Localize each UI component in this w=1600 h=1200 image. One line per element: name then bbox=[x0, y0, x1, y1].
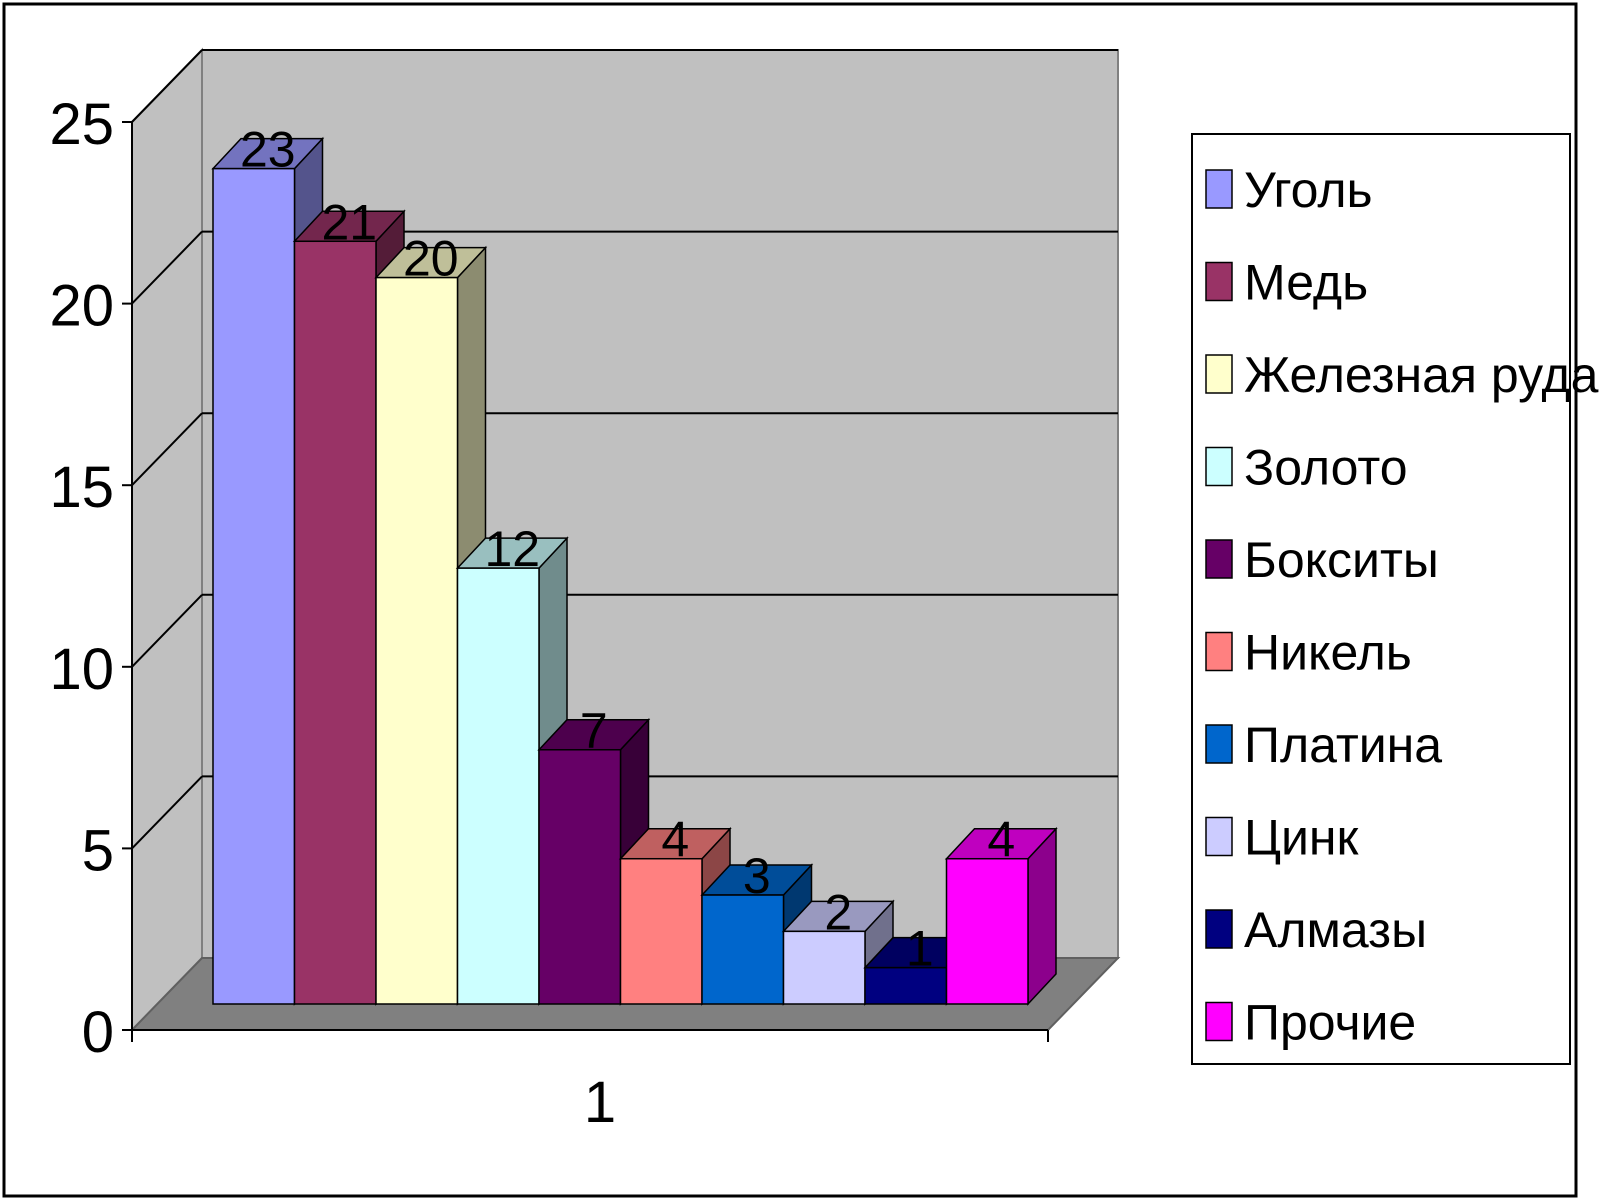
data-label: 21 bbox=[321, 194, 377, 250]
bar-front bbox=[864, 966, 948, 1005]
data-label: 7 bbox=[580, 703, 608, 759]
legend-item: Прочие bbox=[1205, 995, 1416, 1051]
legend-swatch bbox=[1205, 539, 1233, 579]
y-tick-label: 20 bbox=[49, 274, 114, 339]
legend-item: Алмазы bbox=[1205, 902, 1427, 958]
data-label: 23 bbox=[240, 122, 296, 178]
bar-front bbox=[538, 749, 622, 1005]
data-label: 4 bbox=[661, 812, 689, 868]
legend-label: Медь bbox=[1244, 255, 1368, 311]
legend-label: Прочие bbox=[1244, 995, 1416, 1051]
legend-swatch bbox=[1205, 816, 1233, 857]
data-label: 3 bbox=[743, 848, 771, 904]
y-tick-label: 5 bbox=[82, 818, 114, 883]
bar-front bbox=[212, 167, 296, 1005]
y-tick-label: 0 bbox=[82, 1000, 114, 1065]
legend-item: Бокситы bbox=[1205, 532, 1439, 588]
gridline-side bbox=[131, 412, 203, 486]
bar-front bbox=[293, 240, 377, 1005]
y-tick-label: 25 bbox=[49, 92, 114, 157]
data-label: 4 bbox=[987, 812, 1015, 868]
side-wall bbox=[131, 47, 203, 1033]
legend-label: Уголь bbox=[1244, 162, 1373, 218]
legend-item: Никель bbox=[1205, 625, 1412, 681]
legend: Уголь Медь Железная руда Золото Бокситы Никел… bbox=[1191, 133, 1599, 1065]
bar-front bbox=[701, 894, 785, 1005]
legend-label: Бокситы bbox=[1244, 532, 1439, 588]
legend-swatch bbox=[1205, 446, 1233, 487]
legend-item: Платина bbox=[1205, 717, 1442, 773]
bar-front bbox=[782, 930, 866, 1005]
legend-swatch bbox=[1205, 724, 1233, 764]
bars bbox=[211, 136, 1058, 1006]
legend-label: Цинк bbox=[1244, 810, 1360, 866]
x-category-label: 1 bbox=[584, 1070, 616, 1135]
legend-swatch bbox=[1205, 909, 1233, 949]
data-label: 12 bbox=[484, 521, 540, 577]
legend-swatch bbox=[1205, 631, 1233, 672]
bar-front bbox=[945, 857, 1029, 1005]
gridline-side bbox=[131, 230, 203, 305]
legend-item: Железная руда bbox=[1205, 347, 1599, 403]
bar-front bbox=[456, 567, 540, 1005]
data-label: 20 bbox=[403, 231, 459, 287]
legend-item: Золото bbox=[1205, 440, 1408, 496]
legend-label: Никель bbox=[1244, 625, 1412, 681]
y-tick-label: 10 bbox=[49, 637, 114, 702]
bar-front bbox=[619, 857, 703, 1005]
legend-label: Железная руда bbox=[1244, 347, 1599, 403]
legend-label: Платина bbox=[1244, 717, 1442, 773]
data-label: 2 bbox=[824, 884, 852, 940]
legend-item: Медь bbox=[1205, 255, 1368, 311]
legend-label: Золото bbox=[1244, 440, 1408, 496]
gridline-side bbox=[131, 49, 203, 123]
legend-box bbox=[1191, 133, 1571, 1065]
bar-10 bbox=[944, 826, 1058, 1006]
gridline-side bbox=[131, 775, 203, 850]
axes: 0 5 10 15 20 25 1 bbox=[49, 92, 1049, 1135]
y-tick-label: 15 bbox=[49, 455, 114, 520]
legend-swatch bbox=[1205, 261, 1233, 302]
legend-label: Алмазы bbox=[1244, 902, 1427, 958]
bar-front bbox=[375, 276, 459, 1005]
legend-swatch bbox=[1205, 354, 1233, 394]
legend-swatch bbox=[1205, 1001, 1233, 1042]
legend-swatch bbox=[1205, 169, 1233, 209]
legend-item: Цинк bbox=[1205, 810, 1360, 866]
gridline-side bbox=[131, 594, 203, 668]
data-label: 1 bbox=[906, 921, 934, 977]
legend-item: Уголь bbox=[1205, 162, 1373, 218]
